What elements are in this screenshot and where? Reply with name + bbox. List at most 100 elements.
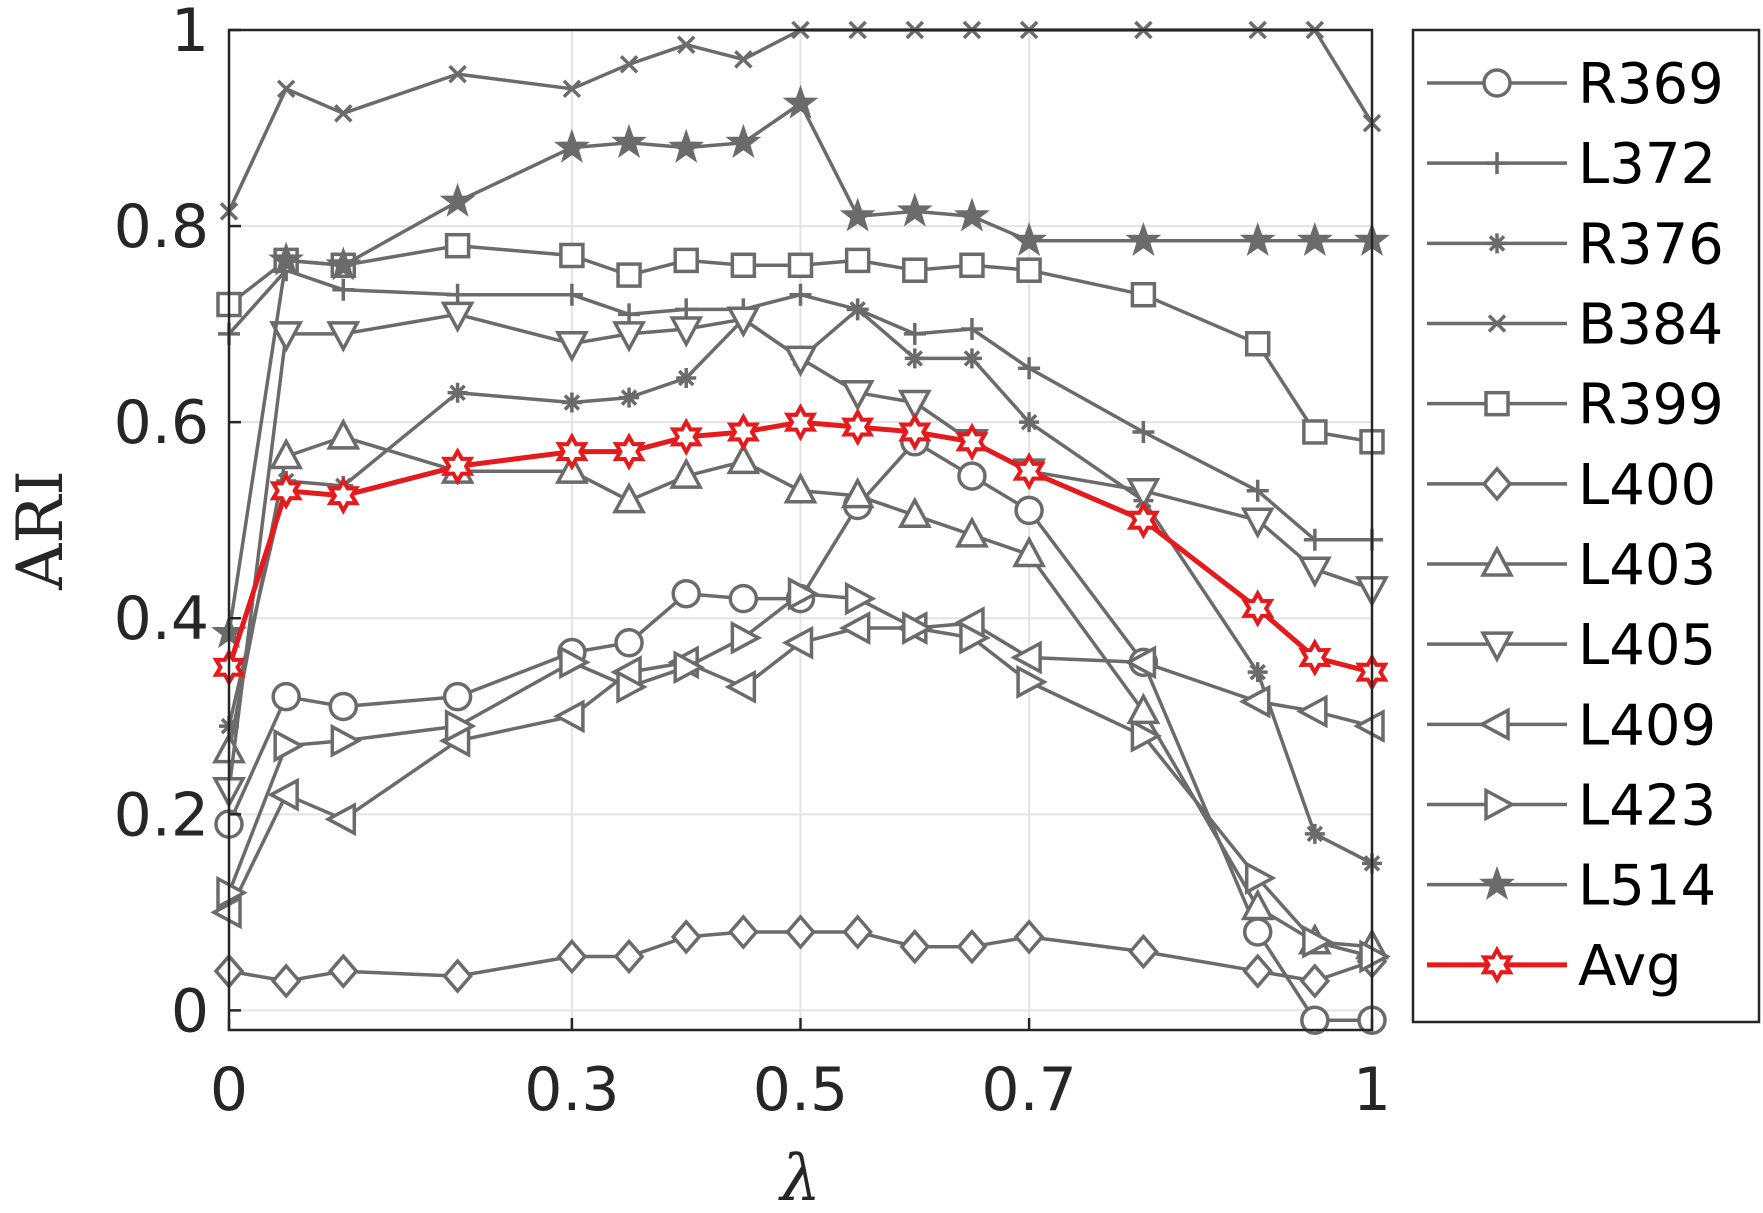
data-point-r369 [1014,495,1044,526]
data-point-l372 [332,278,355,301]
data-point-l409 [724,669,757,704]
data-point-r399 [1302,419,1328,445]
legend-box [1411,28,1761,1024]
y-axis-ticks: 0 0.2 0.4 0.6 0.8 1 [114,0,241,1046]
data-point-r376 [447,382,468,403]
data-point-l403 [955,516,989,548]
legend-item-l514: L514 [1427,854,1716,919]
data-point-r369 [1300,1005,1330,1035]
data-point-l423 [273,728,305,763]
y-axis-label: ARI [4,470,78,591]
legend-label-l405: L405 [1578,613,1716,678]
x-tick-label: 0 [210,1055,248,1125]
data-point-l423 [1244,861,1277,895]
data-point-l405 [269,321,304,353]
legend-marker-l409 [1478,707,1510,742]
data-point-r376 [1304,823,1325,844]
y-tick-label: 0.8 [114,192,209,262]
legend-label-l514: L514 [1578,854,1716,919]
data-point-l403 [326,418,361,450]
data-point-avg [1241,589,1275,628]
data-point-l514 [1239,221,1276,256]
x-tick-label: 1 [1353,1055,1391,1125]
data-point-r399 [902,257,928,283]
data-point-l405 [554,330,589,363]
data-point-l372 [1246,479,1269,502]
data-point-l403 [1126,692,1161,725]
data-point-r399 [1130,281,1157,308]
legend-item-l400: L400 [1427,453,1716,518]
data-point-l400 [1128,933,1159,970]
data-point-r376 [904,348,925,369]
data-point-l514 [725,123,762,159]
data-point-l514 [839,197,876,232]
data-point-l405 [1297,556,1332,588]
data-point-r369 [671,578,701,609]
legend-marker-r376 [1487,233,1507,254]
data-point-r376 [676,368,697,389]
data-point-avg [269,471,303,510]
data-point-l423 [559,645,591,680]
data-point-l400 [556,938,588,975]
data-point-r399 [673,247,699,274]
data-point-l423 [844,581,877,616]
data-point-l514 [668,128,705,163]
data-point-l514 [439,182,476,217]
x-tick-label: 0.3 [524,1055,619,1125]
data-point-l403 [612,481,646,514]
data-point-r369 [442,681,473,712]
legend-marker-l400 [1481,466,1513,502]
legend-item-l403: L403 [1427,533,1716,598]
data-point-l514 [1011,221,1048,256]
data-point-r376 [1019,412,1040,433]
data-point-l372 [1303,528,1326,551]
legend-marker-b384 [1487,314,1507,333]
legend-marker-r369 [1482,68,1512,98]
data-point-l400 [270,963,302,999]
data-point-r369 [728,583,759,614]
data-point-l372 [960,318,983,341]
data-point-l423 [730,620,763,655]
data-point-l423 [1130,718,1163,753]
legend-label-l409: L409 [1578,693,1716,758]
legend-item-avg: Avg [1427,934,1682,999]
data-point-l403 [1012,535,1047,568]
data-point-l405 [897,389,932,422]
x-axis-ticks: 0 0.3 0.5 0.7 1 [210,1018,1391,1125]
legend-marker-l514 [1479,865,1515,900]
data-point-avg [326,476,360,515]
data-point-r399 [616,262,642,288]
data-point-b384 [562,79,582,99]
legend-item-r369: R369 [1427,52,1724,117]
data-point-l405 [726,306,761,338]
data-point-b384 [276,79,296,99]
data-point-l403 [1240,888,1275,921]
y-tick-label: 1 [171,0,209,66]
data-point-r369 [1242,917,1273,947]
data-point-l400 [442,958,473,994]
data-point-l409 [1353,709,1385,744]
data-point-l423 [444,709,477,744]
data-point-l423 [616,669,648,704]
data-point-l423 [1302,924,1334,959]
data-point-l514 [1296,222,1333,256]
data-point-l400 [327,953,359,989]
data-point-l409 [1239,684,1271,719]
legend-marker-l403 [1480,545,1514,577]
data-point-l372 [560,283,583,306]
legend-item-r376: R376 [1427,212,1724,277]
legend-label-l400: L400 [1578,453,1716,518]
data-point-b384 [334,104,353,123]
legend-marker-l405 [1480,631,1514,663]
data-point-avg [669,417,703,457]
data-point-b384 [619,55,639,74]
data-point-b384 [734,50,753,69]
data-point-l514 [954,197,990,232]
series-l409 [210,606,1385,930]
data-point-r399 [787,252,814,279]
data-point-avg [783,403,818,442]
data-point-l423 [216,875,248,910]
data-point-l400 [1299,963,1331,999]
data-point-avg [1012,452,1046,491]
data-point-b384 [676,35,696,54]
